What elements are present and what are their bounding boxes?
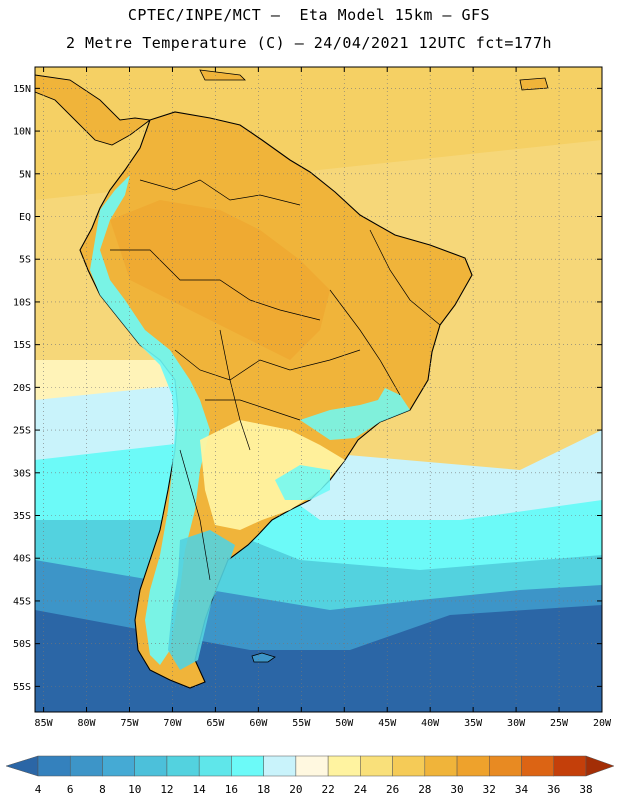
lat-tick-label: 15N: [13, 84, 31, 95]
colorbar-swatch: [456, 755, 490, 777]
colorbar-label: 28: [418, 783, 431, 796]
colorbar-swatch: [134, 755, 168, 777]
colorbar-swatch: [102, 755, 135, 777]
colorbar-label: 12: [160, 783, 173, 796]
colorbar-swatch: [295, 755, 329, 777]
colorbar-label: 32: [483, 783, 496, 796]
colorbar-swatch: [392, 755, 426, 777]
chart-subtitle: 2 Metre Temperature (C) – 24/04/2021 12U…: [65, 34, 553, 52]
colorbar-swatch: [424, 755, 458, 777]
colorbar-label: 8: [99, 783, 106, 796]
lat-tick-label: 25S: [13, 426, 31, 437]
lon-tick-label: 55W: [292, 718, 311, 729]
lat-tick-label: 45S: [13, 596, 31, 607]
colorbar-label: 24: [354, 783, 368, 796]
colorbar-swatch: [521, 755, 555, 777]
colorbar-swatch: [263, 755, 297, 777]
lon-tick-label: 50W: [335, 718, 354, 729]
plot-frame: [34, 66, 603, 713]
colorbar-label: 4: [35, 783, 42, 796]
falkland-islands: [251, 652, 276, 663]
lon-tick-label: 70W: [163, 718, 182, 729]
country-borders: [110, 179, 441, 581]
colorbar-swatch: [553, 755, 587, 777]
colorbar: 4 6 8 10 12 14 16 18 20 22 24 26 28 30 32 34 36 38: [5, 755, 615, 796]
south-brazil-cool-region: [300, 388, 410, 440]
lon-tick-label: 65W: [206, 718, 225, 729]
uruguay-cool-region: [275, 465, 330, 500]
lat-tick-label: EQ: [19, 212, 31, 223]
colorbar-arrow-high: [585, 755, 615, 777]
latitude-axis: 15N 10N 5N EQ 5S 10S 15S 20S 25S 30S 35S 40S 45S 50S 5…: [13, 84, 602, 693]
graticule: [35, 67, 603, 712]
colorbar-swatch: [360, 755, 393, 777]
colorbar-label: 36: [547, 783, 560, 796]
colorbar-swatch: [37, 755, 71, 777]
lat-tick-label: 10S: [13, 297, 31, 308]
colorbar-swatch: [69, 755, 103, 777]
lat-tick-label: 15S: [13, 340, 31, 351]
lon-tick-label: 20W: [593, 718, 612, 729]
colorbar-label: 16: [225, 783, 238, 796]
colorbar-swatch: [231, 755, 264, 777]
temperature-field: [35, 67, 602, 712]
lat-tick-label: 50S: [13, 639, 31, 650]
lon-tick-label: 75W: [120, 718, 139, 729]
patagonia-cool-region: [168, 530, 235, 670]
lon-tick-label: 45W: [378, 718, 397, 729]
colorbar-label: 10: [128, 783, 141, 796]
colorbar-label: 38: [579, 783, 592, 796]
colorbar-label: 14: [193, 783, 207, 796]
lon-tick-label: 85W: [35, 718, 54, 729]
caribbean-islands: [199, 69, 549, 91]
lat-tick-label: 30S: [13, 468, 31, 479]
chart-title: CPTEC/INPE/MCT – Eta Model 15km – GFS: [127, 6, 491, 24]
lon-tick-label: 35W: [464, 718, 483, 729]
central-america-landmass: [35, 74, 152, 146]
colorbar-label: 34: [515, 783, 529, 796]
colorbar-swatch: [198, 755, 232, 777]
longitude-axis: 85W 80W 75W 70W 65W 60W 55W 50W 45W 40W 35W 30W 25W 2…: [35, 67, 612, 729]
lat-tick-label: 5S: [19, 255, 31, 266]
lat-tick-label: 5N: [19, 169, 31, 180]
lat-tick-label: 55S: [13, 682, 31, 693]
colorbar-swatch: [327, 755, 361, 777]
pampas-mild-region: [200, 420, 345, 530]
lat-tick-label: 10N: [13, 127, 31, 138]
lon-tick-label: 60W: [249, 718, 268, 729]
colorbar-label: 30: [450, 783, 463, 796]
colorbar-arrow-low: [5, 755, 39, 777]
colorbar-swatch: [489, 755, 522, 777]
lat-tick-label: 35S: [13, 511, 31, 522]
colorbar-label: 6: [67, 783, 74, 796]
lat-tick-label: 20S: [13, 383, 31, 394]
lon-tick-label: 40W: [421, 718, 440, 729]
colorbar-swatch: [166, 755, 200, 777]
colorbar-label: 22: [321, 783, 334, 796]
colorbar-label: 20: [289, 783, 302, 796]
lon-tick-label: 30W: [507, 718, 526, 729]
lon-tick-label: 25W: [550, 718, 569, 729]
colorbar-label: 18: [257, 783, 270, 796]
colorbar-label: 26: [386, 783, 399, 796]
lat-tick-label: 40S: [13, 554, 31, 565]
lon-tick-label: 80W: [78, 718, 97, 729]
